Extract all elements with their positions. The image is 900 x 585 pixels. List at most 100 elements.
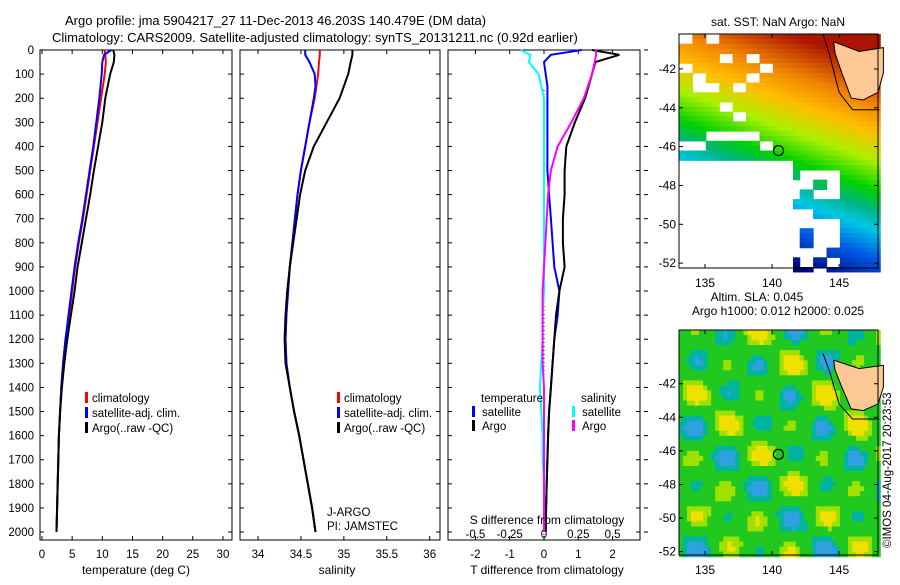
y-tick-label: 300 xyxy=(15,117,34,129)
legend-swatch-climatology xyxy=(337,392,340,403)
legend-header-temperature: temperature xyxy=(481,393,543,405)
y-tick-label: 2000 xyxy=(8,527,34,539)
sla-map[interactable]: 135 140 145 -42 -44 -46 -48 -50 -52 xyxy=(659,329,884,577)
x-tick-label: 35 xyxy=(337,549,350,561)
temperature-xlabel: temperature (deg C) xyxy=(82,563,190,577)
lon-tick-label: 145 xyxy=(829,563,849,577)
lon-tick-label: 135 xyxy=(695,563,715,577)
x-tick-label: 25 xyxy=(186,549,199,561)
y-tick-label: 500 xyxy=(15,166,34,178)
legend-label: climatology xyxy=(92,393,150,405)
sla-map-title2: Argo h1000: 0.012 h2000: 0.025 xyxy=(692,304,864,318)
x-tick-label: 35.5 xyxy=(376,549,398,561)
legend-label: satellite xyxy=(482,407,521,419)
lat-tick-label: -50 xyxy=(659,511,677,525)
s-tick-label: -0.5 xyxy=(466,529,486,541)
x-tick-label: 10 xyxy=(96,549,109,561)
x-tick-label: 2 xyxy=(609,549,615,561)
difference-legend: temperature salinity satellite Argo sate… xyxy=(472,393,621,433)
x-tick-label: 34.5 xyxy=(290,549,312,561)
y-tick-label: 1900 xyxy=(8,503,34,515)
salinity-xlabel: salinity xyxy=(319,563,356,577)
x-tick-label: 15 xyxy=(126,549,139,561)
lat-tick-label: -44 xyxy=(659,410,677,424)
x-tick-label: -2 xyxy=(470,549,480,561)
legend-label: Argo(..raw -QC) xyxy=(92,423,173,435)
title-line2: Climatology: CARS2009. Satellite-adjuste… xyxy=(52,30,578,45)
lon-tick-label: 135 xyxy=(695,276,715,290)
series-line-argo-raw-qc- xyxy=(283,50,354,533)
argo-position-marker xyxy=(772,448,785,460)
sla-map-title1: Altim. SLA: 0.045 xyxy=(711,290,804,304)
x-tick-label: 0 xyxy=(39,549,45,561)
plot-frame xyxy=(239,49,441,541)
legend-label: satellite xyxy=(582,407,621,419)
legend-label: satellite-adj. clim. xyxy=(92,408,180,420)
legend-swatch-argo xyxy=(85,422,88,433)
legend-label: Argo xyxy=(482,421,506,433)
tasmania-land xyxy=(833,359,884,412)
y-tick-label: 1100 xyxy=(9,310,34,322)
y-tick-label: 1700 xyxy=(8,455,34,467)
tasmania-land xyxy=(833,41,884,101)
y-tick-label: 100 xyxy=(15,69,34,81)
lat-tick-label: -52 xyxy=(659,545,677,559)
temperature-panel: 0100200300400500600700800900100011001200… xyxy=(8,45,233,561)
lat-tick-label: -52 xyxy=(659,256,677,270)
legend-label: climatology xyxy=(344,393,402,405)
x-tick-label: -1 xyxy=(505,549,515,561)
legend-swatch-argo xyxy=(337,422,340,433)
x-tick-label: 0 xyxy=(541,549,547,561)
temperature-legend: climatology satellite-adj. clim. Argo(..… xyxy=(85,392,180,435)
salinity-panel: 34 34.5 35 35.5 36 xyxy=(239,49,441,561)
series-line-salinity-argo xyxy=(541,50,598,532)
lat-tick-label: -44 xyxy=(659,101,677,115)
legend-swatch-t-satellite xyxy=(472,406,475,417)
sdiff-xlabel: S difference from climatology xyxy=(470,513,625,527)
map-frame xyxy=(678,33,879,269)
sst-map[interactable]: 135 140 145 -42 -44 -46 -48 -50 -52 xyxy=(659,33,884,290)
lat-tick-label: -46 xyxy=(659,140,677,154)
y-tick-label: 900 xyxy=(15,262,34,274)
plot-frame xyxy=(39,49,233,541)
x-tick-label: 20 xyxy=(156,549,169,561)
annotation-pi: PI: JAMSTEC xyxy=(327,521,398,533)
y-tick-label: 0 xyxy=(28,45,34,57)
annotation-j-argo: J-ARGO xyxy=(327,507,371,519)
legend-swatch-satellite xyxy=(85,407,88,418)
legend-swatch-s-argo xyxy=(572,420,575,431)
x-tick-label: 1 xyxy=(575,549,581,561)
salinity-legend: climatology satellite-adj. clim. Argo(..… xyxy=(327,392,432,533)
title-line1: Argo profile: jma 5904217_27 11-Dec-2013… xyxy=(65,13,486,28)
s-tick-label: -0.25 xyxy=(497,529,523,541)
legend-header-salinity: salinity xyxy=(581,393,616,405)
y-tick-label: 400 xyxy=(15,141,34,153)
legend-label: Argo xyxy=(582,421,606,433)
argo-position-marker xyxy=(772,144,785,157)
sst-map-title: sat. SST: NaN Argo: NaN xyxy=(711,15,845,29)
sla-field xyxy=(679,330,881,558)
y-tick-label: 600 xyxy=(15,190,34,202)
y-tick-label: 200 xyxy=(15,93,34,105)
shelf-contour xyxy=(822,353,880,420)
s-tick-label: 0.25 xyxy=(567,529,589,541)
lon-tick-label: 140 xyxy=(762,563,782,577)
legend-swatch-climatology xyxy=(85,392,88,403)
lat-tick-label: -46 xyxy=(659,444,677,458)
y-tick-label: 800 xyxy=(15,238,34,250)
y-tick-label: 1600 xyxy=(8,431,34,443)
x-tick-label: 5 xyxy=(69,549,75,561)
legend-label: Argo(..raw -QC) xyxy=(344,423,425,435)
lon-tick-label: 140 xyxy=(762,276,782,290)
x-tick-label: 30 xyxy=(217,549,230,561)
legend-label: satellite-adj. clim. xyxy=(344,408,432,420)
lat-tick-label: -42 xyxy=(659,62,677,76)
imos-credit: ©IMOS 04-Aug-2017 20:23:53 xyxy=(882,392,894,548)
shelf-contour xyxy=(822,33,880,111)
s-tick-label: 0.5 xyxy=(605,529,621,541)
legend-swatch-satellite xyxy=(337,407,340,418)
x-tick-label: 34 xyxy=(252,549,265,561)
lat-tick-label: -48 xyxy=(659,178,677,192)
